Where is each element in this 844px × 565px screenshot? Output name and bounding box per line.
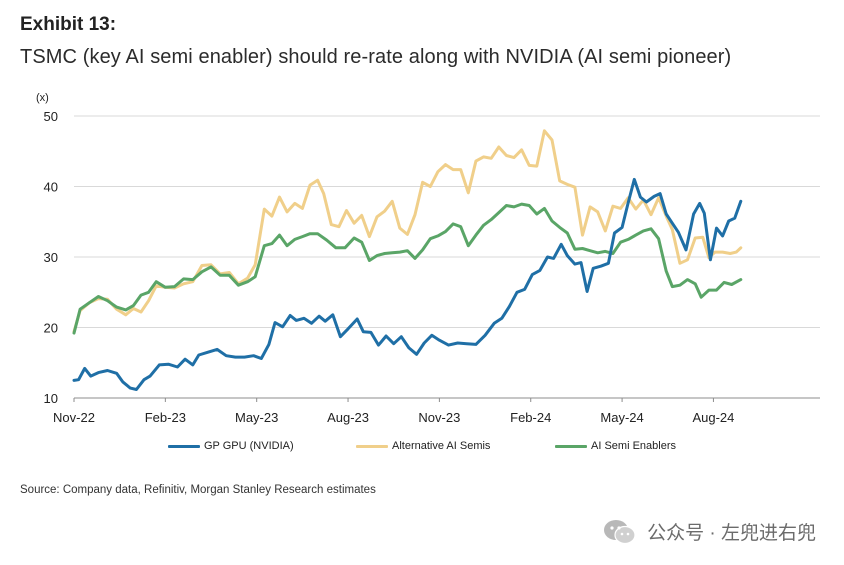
series-lines [72, 129, 743, 391]
x-tick-label: Nov-23 [418, 410, 460, 425]
exhibit-label: Exhibit 13: [20, 14, 117, 35]
x-tick-label: May-24 [600, 410, 643, 425]
series-line-gp-gpu-nvidia [72, 177, 743, 391]
x-tick-label: Aug-24 [692, 410, 734, 425]
y-tick-label: 30 [44, 250, 58, 265]
y-tick-label: 20 [44, 321, 58, 336]
axes: (x) 10 20 30 40 50 Nov-22 Feb-23 May-23 Aug-23 Nov… [36, 92, 820, 425]
chart-legend: GP GPU (NVIDIA) Alternative AI Semis AI Se… [0, 440, 844, 462]
y-tick-label: 40 [44, 180, 58, 195]
y-tick-label: 10 [44, 391, 58, 406]
legend-label: AI Semi Enablers [591, 440, 676, 452]
legend-label: Alternative AI Semis [392, 440, 491, 452]
watermark: 公众号 · 左兜进右兜 [603, 518, 816, 545]
x-tick-label: May-23 [235, 410, 278, 425]
x-tick-label: Nov-22 [53, 410, 95, 425]
watermark-text: 公众号 · 左兜进右兜 [647, 523, 816, 544]
legend-swatch [555, 444, 587, 448]
chart-title: TSMC (key AI semi enabler) should re-rat… [20, 46, 732, 68]
gridlines [74, 115, 820, 328]
x-tick-label: Feb-24 [510, 410, 551, 425]
y-axis-unit-label: (x) [36, 92, 49, 104]
line-chart: (x) 10 20 30 40 50 Nov-22 Feb-23 May-23 Aug-23 Nov… [36, 92, 820, 425]
legend-swatch [168, 444, 200, 448]
legend-item: Alternative AI Semis [356, 440, 490, 452]
x-tick-label: Aug-23 [327, 410, 369, 425]
wechat-icon [604, 519, 636, 544]
source-note: Source: Company data, Refinitiv, Morgan … [20, 484, 376, 496]
legend-item: AI Semi Enablers [555, 440, 676, 452]
y-tick-label: 50 [44, 109, 58, 124]
legend-label: GP GPU (NVIDIA) [204, 440, 294, 452]
legend-item: GP GPU (NVIDIA) [168, 440, 294, 452]
x-tick-label: Feb-23 [145, 410, 186, 425]
legend-swatch [356, 444, 388, 448]
series-line-ai-semi-enablers [72, 202, 743, 335]
